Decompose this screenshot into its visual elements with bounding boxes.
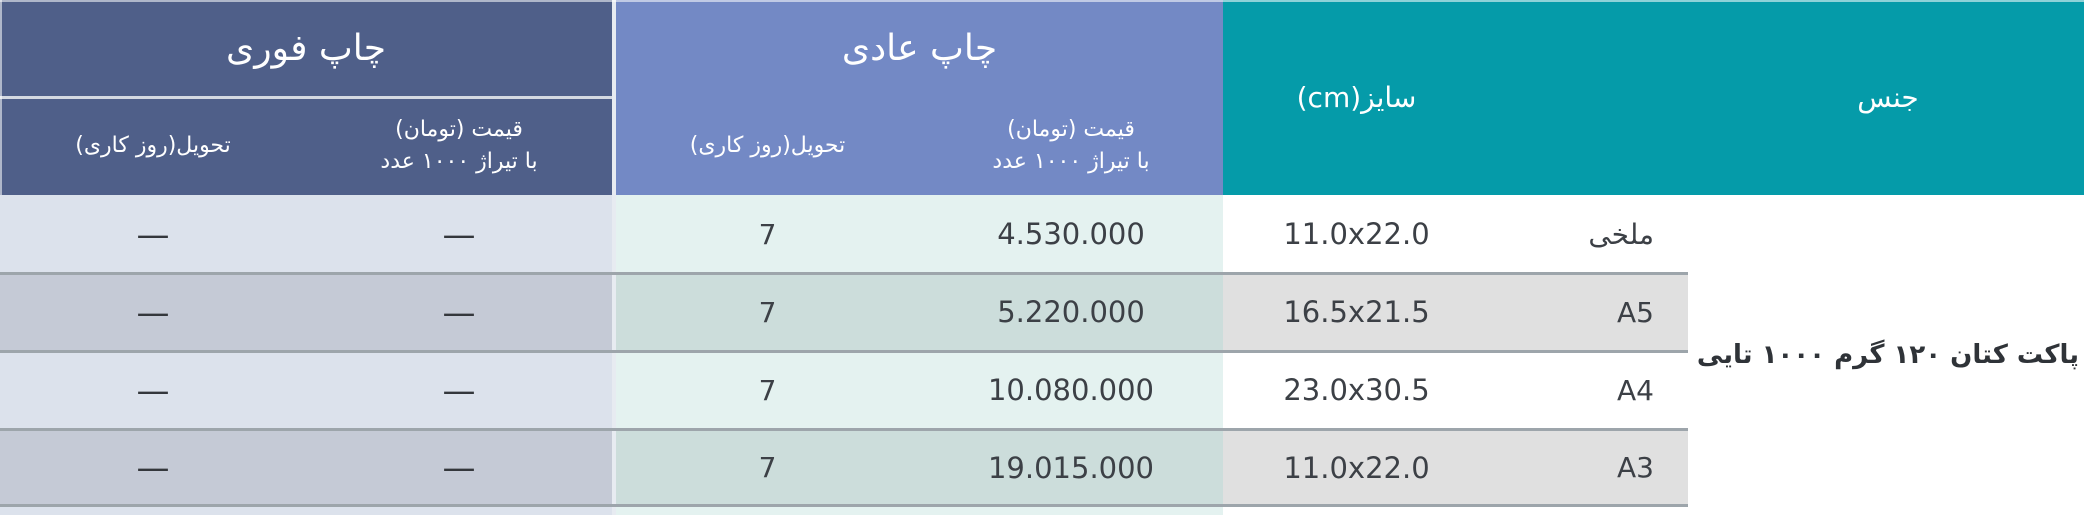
express-price-header-line2: با تیراژ ۱۰۰۰ عدد: [380, 149, 538, 174]
express-delivery-cell: —: [0, 351, 306, 429]
size-material-divider: [1688, 195, 1692, 515]
normal-price-value: 4.530.000: [997, 217, 1145, 251]
express-price-cell: —: [306, 273, 612, 351]
express-delivery-header-label: تحویل(روز کاری): [75, 133, 231, 159]
normal-price-header-label: قیمت (تومان) با تیراژ ۱۰۰۰ عدد: [992, 114, 1149, 178]
size-material-header-cell: سایز(cm) جنس: [1223, 0, 2084, 195]
express-delivery-value: —: [136, 214, 170, 254]
express-delivery-value: —: [136, 292, 170, 332]
size-value: 16.5x21.5: [1283, 295, 1430, 329]
normal-delivery-cell: 7: [616, 273, 919, 351]
normal-delivery-value: 7: [758, 217, 777, 251]
normal-price-cell: 10.080.000: [919, 351, 1223, 429]
express-delivery-cell: —: [0, 273, 306, 351]
express-price-value: —: [442, 448, 476, 487]
express-price-cell: —: [306, 429, 612, 506]
normal-delivery-value: 7: [758, 373, 777, 407]
express-price-header-line1: قیمت (تومان): [395, 117, 523, 143]
bottom-strip-express: [0, 506, 612, 515]
bottom-strip-size: [1223, 506, 1688, 515]
size-header-label: سایز(cm): [1296, 81, 1417, 114]
express-price-value: —: [442, 214, 476, 254]
express-delivery-header: تحویل(روز کاری): [0, 97, 306, 195]
size-cell: 11.0x22.0 ملخی: [1223, 195, 1688, 273]
normal-price-value: 19.015.000: [987, 450, 1155, 485]
size-value: 11.0x22.0: [1283, 217, 1430, 251]
express-price-value: —: [442, 292, 476, 332]
section-divider: [612, 0, 616, 515]
normal-price-header-line2: با تیراژ ۱۰۰۰ عدد: [992, 149, 1150, 174]
paper-type-label: A5: [1617, 295, 1654, 329]
size-header: سایز(cm): [1223, 81, 1490, 114]
normal-delivery-cell: 7: [616, 429, 919, 506]
normal-delivery-value: 7: [758, 295, 777, 329]
size-cell: 23.0x30.5 A4: [1223, 351, 1688, 429]
paper-type-label: A4: [1617, 373, 1654, 407]
express-delivery-value: —: [136, 448, 170, 487]
size-value: 11.0x22.0: [1283, 450, 1430, 485]
normal-delivery-value: 7: [758, 451, 777, 484]
bottom-strip-normal: [616, 506, 1223, 515]
normal-price-cell: 19.015.000: [919, 429, 1223, 506]
normal-price-cell: 5.220.000: [919, 273, 1223, 351]
normal-price-value: 5.220.000: [997, 295, 1145, 329]
normal-print-header-cell: چاپ عادی: [616, 0, 1223, 97]
express-price-header: قیمت (تومان) با تیراژ ۱۰۰۰ عدد: [306, 97, 612, 195]
normal-print-title: چاپ عادی: [841, 28, 998, 69]
normal-delivery-header-label: تحویل(روز کاری): [689, 133, 846, 159]
express-price-cell: —: [306, 351, 612, 429]
express-print-title: چاپ فوری: [226, 28, 386, 69]
size-cell: 16.5x21.5 A5: [1223, 273, 1688, 351]
normal-delivery-cell: 7: [616, 351, 919, 429]
express-price-value: —: [442, 370, 476, 410]
express-print-header-cell: چاپ فوری: [0, 0, 612, 97]
express-delivery-cell: —: [0, 195, 306, 273]
express-price-cell: —: [306, 195, 612, 273]
express-delivery-value: —: [136, 370, 170, 410]
size-cell: 11.0x22.0 A3: [1223, 429, 1688, 506]
size-value: 23.0x30.5: [1283, 373, 1430, 407]
material-value: پاکت کتان ۱۲۰ گرم ۱۰۰۰ تایی: [1696, 340, 2080, 370]
material-header: جنس: [1692, 81, 2084, 114]
express-price-header-label: قیمت (تومان) با تیراژ ۱۰۰۰ عدد: [380, 114, 537, 178]
material-header-label: جنس: [1857, 81, 1919, 114]
paper-type-label: A3: [1617, 451, 1654, 484]
paper-type-label: ملخی: [1588, 217, 1654, 251]
express-delivery-cell: —: [0, 429, 306, 506]
normal-price-header: قیمت (تومان) با تیراژ ۱۰۰۰ عدد: [919, 97, 1223, 195]
normal-price-value: 10.080.000: [987, 373, 1155, 407]
normal-price-cell: 4.530.000: [919, 195, 1223, 273]
normal-delivery-cell: 7: [616, 195, 919, 273]
normal-price-header-line1: قیمت (تومان): [1007, 117, 1135, 143]
normal-delivery-header: تحویل(روز کاری): [616, 97, 919, 195]
material-cell: پاکت کتان ۱۲۰ گرم ۱۰۰۰ تایی: [1692, 195, 2084, 515]
